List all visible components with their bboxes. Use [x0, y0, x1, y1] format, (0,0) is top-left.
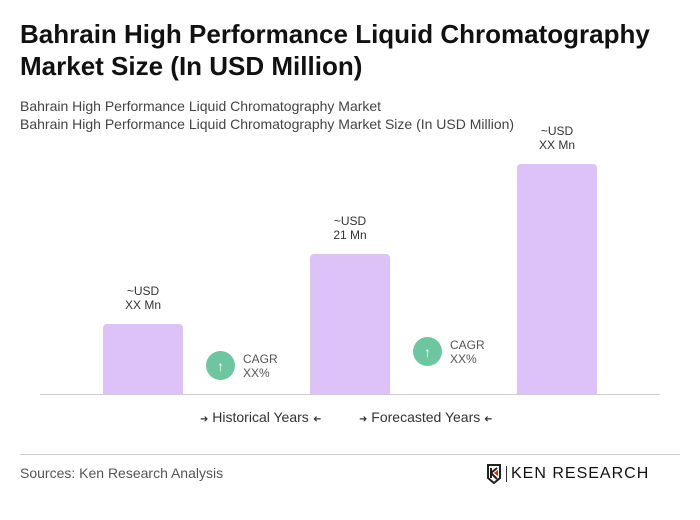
subtitle: Bahrain High Performance Liquid Chromato…	[20, 98, 382, 114]
arrow-left-icon: ➜	[312, 414, 322, 425]
ken-research-logo: KEN RESEARCH	[486, 464, 649, 484]
subtitle-2: Bahrain High Performance Liquid Chromato…	[20, 116, 515, 132]
logo-text: KEN RESEARCH	[511, 465, 650, 482]
cagr-value: XX%	[243, 365, 270, 380]
footer-divider	[20, 454, 680, 455]
bar-label-line: ~USD	[333, 214, 367, 228]
page-title: Bahrain High Performance Liquid Chromato…	[20, 19, 650, 81]
arrow-up-icon: ↑	[413, 337, 442, 366]
arrow-right-icon: ➜	[359, 414, 368, 425]
legend-label: Forecasted Years	[371, 409, 481, 425]
bar-data-label: ~USD XX Mn	[93, 284, 193, 312]
cagr-label: CAGR	[243, 351, 278, 366]
arrow-left-icon: ➜	[484, 414, 493, 425]
arrow-right-icon: ➜	[200, 414, 209, 425]
bar-data-label: ~USD XX Mn	[507, 124, 607, 152]
bar-label-line: XX Mn	[538, 138, 575, 152]
cagr-badge-1: ↑ CAGR XX%	[206, 351, 278, 380]
bar	[103, 324, 183, 394]
legend-label: Historical Years	[212, 409, 309, 425]
cagr-label: CAGR	[450, 337, 485, 352]
bar-data-label: ~USD 21 Mn	[300, 214, 400, 242]
cagr-badge-2: ↑ CAGR XX%	[413, 337, 485, 366]
bar-label-line: ~USD	[540, 124, 574, 138]
legend-historical: ➜ Historical Years ➜	[200, 409, 321, 425]
cagr-value: XX%	[450, 351, 477, 366]
bar-label-line: ~USD	[126, 284, 160, 298]
legend-forecasted: ➜ Forecasted Years ➜	[359, 409, 493, 425]
bar-label-line: 21 Mn	[333, 228, 367, 242]
sources: Sources: Ken Research Analysis	[20, 465, 224, 481]
ken-logo-icon	[487, 464, 501, 484]
bar	[517, 164, 597, 394]
x-axis	[40, 394, 660, 395]
bar	[310, 254, 390, 394]
bar-label-line: XX Mn	[124, 298, 161, 312]
arrow-up-icon: ↑	[206, 351, 235, 380]
